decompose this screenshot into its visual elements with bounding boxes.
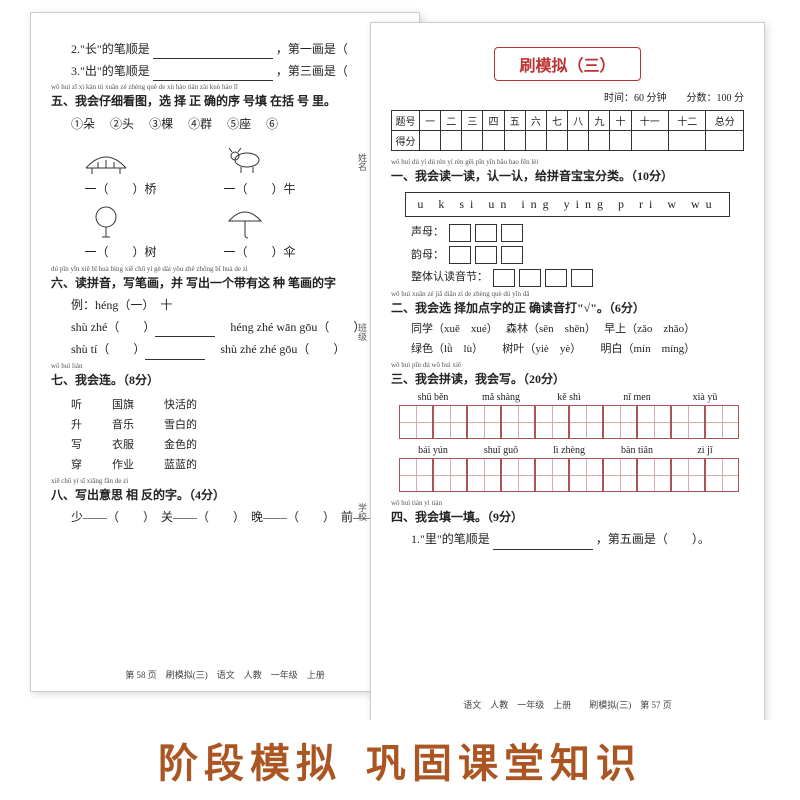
pairs: 少——（ ） 关——（ ） 晚——（ ） 前—— — [51, 508, 399, 527]
row62: shù tí（ ） shù zhé zhé gōu（ ） — [51, 340, 399, 359]
section-2: wǒ huì xuǎn zé jiā diǎn zì de zhèng què … — [391, 291, 744, 318]
section-8: xiě chū yì sī xiāng fǎn de zì 八、写出意思 相 反… — [51, 478, 399, 505]
sec8-text: 八、写出意思 相 反的字。（4分） — [51, 488, 225, 502]
footer-left: 第 58 页 刷模拟(三) 语文 人教 一年级 上册 — [31, 668, 419, 681]
worksheet-page-57: 姓名 班级 学校 刷模拟（三） 时间：60 分钟 分数：100 分 题号 一 二… — [370, 22, 765, 722]
title-wrap: 刷模拟（三） — [391, 47, 744, 81]
example: 例：héng（一） 十 — [51, 296, 399, 315]
q2-blank — [153, 47, 273, 59]
q2-text: 2."长"的笔顺是 — [71, 42, 150, 56]
q3-blank — [153, 69, 273, 81]
sec2-ruby: wǒ huì xuǎn zé jiā diǎn zì de zhèng què … — [391, 291, 744, 298]
sec3-text: 三、我会拼读，我会写。（20分） — [391, 372, 565, 386]
exam-title: 刷模拟（三） — [494, 47, 640, 81]
r1a: shù zhé（ ） — [71, 320, 155, 334]
score-table: 题号 一 二 三 四 五 六 七 八 九 十 十一 十二 总分 得分 — [391, 110, 744, 151]
side-class: 班级 — [357, 323, 369, 341]
section-3: wǒ huì pīn dú wǒ huì xiě 三、我会拼读，我会写。（20分… — [391, 362, 744, 389]
img4-label: 一（ ）伞 — [223, 243, 295, 260]
q2-tail: ，第一画是（ ） — [276, 42, 384, 56]
sec2-text: 二、我会选 择加点字的正 确读音打"√"。（6分） — [391, 301, 645, 315]
img-tree: 一（ ）树 — [84, 203, 156, 260]
sec4-ruby: wǒ huì tián yì tián — [391, 500, 744, 507]
sec1-ruby: wǒ huì dú yì dú rèn yì rèn gěi pīn yīn b… — [391, 159, 744, 166]
opt5: ⑤座 — [227, 117, 251, 131]
options-row: ①朵 ②头 ③棵 ④群 ⑤座 ⑥ — [51, 115, 399, 134]
sec3-ruby: wǒ huì pīn dú wǒ huì xiě — [391, 362, 744, 369]
section-6: dú pīn yīn xiě bǐ huà bìng xiě chū yí gè… — [51, 266, 399, 293]
q4-1: 1."里"的笔顺是 ，第五画是（ ）。 — [391, 530, 744, 549]
q3: 3."出"的笔顺是 ，第三画是（ ） — [51, 62, 399, 81]
pinyin-box: u k si un ing ying p ri w wu — [405, 192, 730, 217]
s2-row2: 绿色（lǜ lù） 树叶（yiè yè） 明白（mín míng） — [391, 341, 744, 359]
sec5-ruby: wǒ huì zǐ xì kàn tú xuǎn zé zhèng què de… — [51, 84, 399, 91]
score-val-row: 得分 — [392, 131, 744, 151]
match-col3: 快活的 雪白的 金色的 蓝蓝的 — [164, 396, 197, 472]
r1b: héng zhé wān gōu（ ） — [230, 320, 365, 334]
footer-right: 语文 人教 一年级 上册 刷模拟(三) 第 57 页 — [371, 698, 764, 711]
cat-zhengti: 整体认读音节： — [411, 268, 744, 286]
cat-shengmu: 声母： — [411, 223, 744, 241]
sec6-ruby: dú pīn yīn xiě bǐ huà bìng xiě chū yí gè… — [51, 266, 399, 273]
img-umbrella: 一（ ）伞 — [223, 203, 295, 260]
opt1: ①朵 — [71, 117, 95, 131]
tizi-row1: shū běn mǎ shàng kě shì nǐ men xià yǔ — [399, 392, 736, 439]
sec7-text: 七、我会连。（8分） — [51, 373, 159, 387]
q3-text: 3."出"的笔顺是 — [71, 64, 150, 78]
tizi-row2: bái yún shuǐ guǒ lì zhèng bàn tiān zì jǐ — [399, 445, 736, 492]
match-columns: 听 升 写 穿 国旗 音乐 衣服 作业 快活的 雪白的 金色的 蓝蓝的 — [71, 396, 399, 472]
sec8-ruby: xiě chū yì sī xiāng fǎn de zì — [51, 478, 399, 485]
img2-label: 一（ ）牛 — [223, 180, 295, 197]
sec7-ruby: wǒ huì lián — [51, 363, 399, 370]
img-cut2 — [362, 203, 365, 260]
img3-label: 一（ ）树 — [84, 243, 156, 260]
img1-label: 一（ ）桥 — [84, 180, 156, 197]
img-cow: 一（ ）牛 — [223, 140, 295, 197]
match-col1: 听 升 写 穿 — [71, 396, 82, 472]
sec4-text: 四、我会填一填。（9分） — [391, 510, 523, 524]
section-4: wǒ huì tián yì tián 四、我会填一填。（9分） — [391, 500, 744, 527]
cat-yunmu: 韵母： — [411, 246, 744, 264]
section-5: wǒ huì zǐ xì kàn tú xuǎn zé zhèng què de… — [51, 84, 399, 111]
opt3: ③棵 — [149, 117, 173, 131]
banner-left: 阶段模拟 — [158, 731, 342, 789]
promo-banner: 阶段模拟 巩固课堂知识 — [0, 720, 800, 800]
s2-row1: 同学（xuě xué） 森林（sēn shēn） 早上（zǎo zhǎo） — [391, 321, 744, 339]
q2: 2."长"的笔顺是 ，第一画是（ ） — [51, 40, 399, 59]
sec6-text: 六、读拼音，写笔画，并 写出一个带有这 种 笔画的字 — [51, 276, 336, 290]
row61: shù zhé（ ） héng zhé wān gōu（ ） — [51, 318, 399, 337]
r2a: shù tí（ ） — [71, 342, 145, 356]
q3-tail: ，第三画是（ ） — [276, 64, 384, 78]
opt6: ⑥ — [266, 117, 278, 131]
worksheet-page-58: 2."长"的笔顺是 ，第一画是（ ） 3."出"的笔顺是 ，第三画是（ ） wǒ… — [30, 12, 420, 692]
section-1: wǒ huì dú yì dú rèn yì rèn gěi pīn yīn b… — [391, 159, 744, 186]
sec5-text: 五、我会仔细看图，选 择 正 确的序 号填 在括 号 里。 — [51, 94, 336, 108]
match-col2: 国旗 音乐 衣服 作业 — [112, 396, 134, 472]
r2b: shù zhé zhé gōu（ ） — [220, 342, 345, 356]
opt4: ④群 — [188, 117, 212, 131]
image-row-2: 一（ ）树 一（ ）伞 — [51, 203, 399, 260]
side-name: 姓名 — [357, 153, 369, 171]
image-row-1: 一（ ）桥 一（ ）牛 — [51, 140, 399, 197]
banner-right: 巩固课堂知识 — [366, 731, 642, 789]
section-7: wǒ huì lián 七、我会连。（8分） — [51, 363, 399, 390]
sec1-text: 一、我会读一读，认一认，给拼音宝宝分类。（10分） — [391, 169, 673, 183]
side-school: 学校 — [357, 503, 369, 521]
opt2: ②头 — [110, 117, 134, 131]
exam-meta: 时间：60 分钟 分数：100 分 — [391, 89, 744, 104]
score-head-row: 题号 一 二 三 四 五 六 七 八 九 十 十一 十二 总分 — [392, 111, 744, 131]
img-bridge: 一（ ）桥 — [84, 140, 156, 197]
